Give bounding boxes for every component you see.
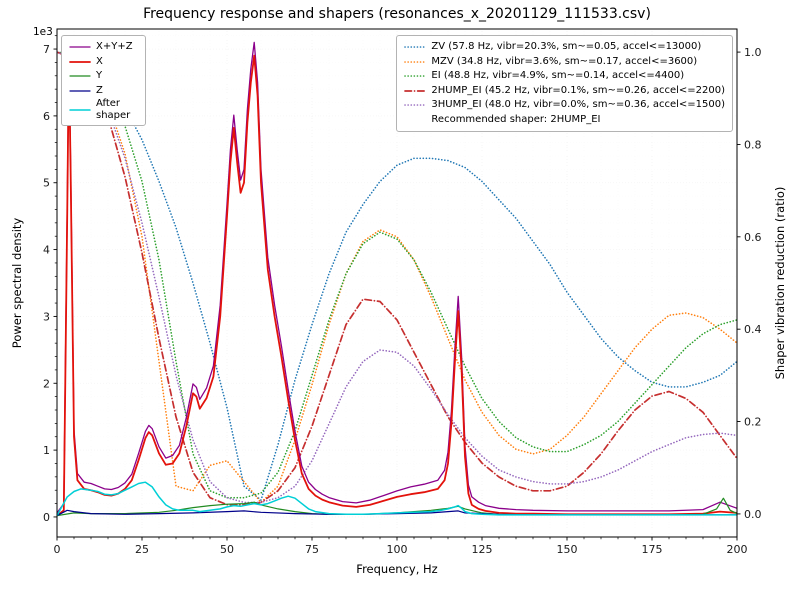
legend-item-3hump-ei: 3HUMP_EI (48.0 Hz, vibr=0.0%, sm~=0.36, … — [404, 98, 725, 113]
legend-label-x: X — [96, 55, 103, 67]
line-swatch-y — [69, 75, 91, 77]
y-axis-label-right: Shaper vibration reduction (ratio) — [773, 186, 787, 380]
svg-text:4: 4 — [43, 244, 50, 257]
line-swatch-ei — [404, 75, 427, 78]
legend-label-mzv: MZV (34.8 Hz, vibr=3.6%, sm~=0.17, accel… — [431, 55, 698, 67]
x-axis-label: Frequency, Hz — [356, 562, 438, 576]
svg-text:0: 0 — [54, 543, 61, 556]
legend-label-xyz: X+Y+Z — [96, 41, 133, 52]
y-axis-label-left: Power spectral density — [10, 217, 24, 349]
legend-item-x: X — [69, 55, 138, 70]
legend-item-y: Y — [69, 69, 138, 84]
svg-text:3: 3 — [43, 310, 50, 323]
legend-label-y: Y — [96, 70, 103, 81]
svg-text:1: 1 — [43, 444, 50, 457]
svg-text:175: 175 — [642, 543, 663, 556]
legend-label-z: Z — [96, 84, 103, 96]
legend-item-ei: EI (48.8 Hz, vibr=4.9%, sm~=0.14, accel<… — [404, 69, 725, 84]
line-swatch-after-shaper — [69, 108, 91, 111]
line-swatch-x — [69, 60, 91, 63]
line-swatch-z — [69, 90, 91, 92]
line-swatch-3hump-ei — [404, 104, 427, 107]
svg-text:50: 50 — [220, 543, 234, 556]
line-swatch-zv — [404, 46, 427, 49]
legend-label-3hump-ei: 3HUMP_EI (48.0 Hz, vibr=0.0%, sm~=0.36, … — [431, 99, 725, 110]
svg-text:0.8: 0.8 — [744, 138, 762, 151]
svg-text:1.0: 1.0 — [744, 46, 762, 59]
recommended-shaper-note: Recommended shaper: 2HUMP_EI — [431, 113, 601, 125]
svg-text:150: 150 — [557, 543, 578, 556]
svg-text:125: 125 — [472, 543, 493, 556]
svg-text:7: 7 — [43, 43, 50, 56]
svg-text:25: 25 — [135, 543, 149, 556]
legend-label-after-shaper: After shaper — [96, 98, 131, 121]
legend-label-zv: ZV (57.8 Hz, vibr=20.3%, sm~=0.05, accel… — [431, 41, 702, 52]
svg-text:100: 100 — [387, 543, 408, 556]
legend-psd: X+Y+Z X Y Z After shaper — [61, 35, 146, 126]
line-swatch-xyz — [69, 46, 91, 48]
legend-shapers: ZV (57.8 Hz, vibr=20.3%, sm~=0.05, accel… — [396, 35, 733, 132]
svg-text:0.0: 0.0 — [744, 508, 762, 521]
legend-item-z: Z — [69, 84, 138, 99]
svg-text:75: 75 — [305, 543, 319, 556]
line-swatch-2hump-ei — [404, 89, 427, 92]
line-swatch-mzv — [404, 60, 427, 63]
chart-title: Frequency response and shapers (resonanc… — [143, 6, 651, 22]
legend-item-2hump-ei: 2HUMP_EI (45.2 Hz, vibr=0.1%, sm~=0.26, … — [404, 84, 725, 99]
svg-text:0.6: 0.6 — [744, 231, 762, 244]
svg-text:0: 0 — [43, 511, 50, 524]
legend-item-after-shaper: After shaper — [69, 98, 138, 121]
svg-text:0.4: 0.4 — [744, 323, 762, 336]
legend-label-2hump-ei: 2HUMP_EI (45.2 Hz, vibr=0.1%, sm~=0.26, … — [431, 84, 725, 96]
legend-label-ei: EI (48.8 Hz, vibr=4.9%, sm~=0.14, accel<… — [431, 70, 685, 81]
svg-text:0.2: 0.2 — [744, 416, 762, 429]
y-axis-multiplier: 1e3 — [33, 26, 53, 38]
legend-item-zv: ZV (57.8 Hz, vibr=20.3%, sm~=0.05, accel… — [404, 40, 725, 55]
legend-item-mzv: MZV (34.8 Hz, vibr=3.6%, sm~=0.17, accel… — [404, 55, 725, 70]
legend-item-xyz: X+Y+Z — [69, 40, 138, 55]
svg-text:5: 5 — [43, 177, 50, 190]
svg-text:6: 6 — [43, 110, 50, 123]
svg-text:200: 200 — [727, 543, 748, 556]
svg-text:2: 2 — [43, 377, 50, 390]
